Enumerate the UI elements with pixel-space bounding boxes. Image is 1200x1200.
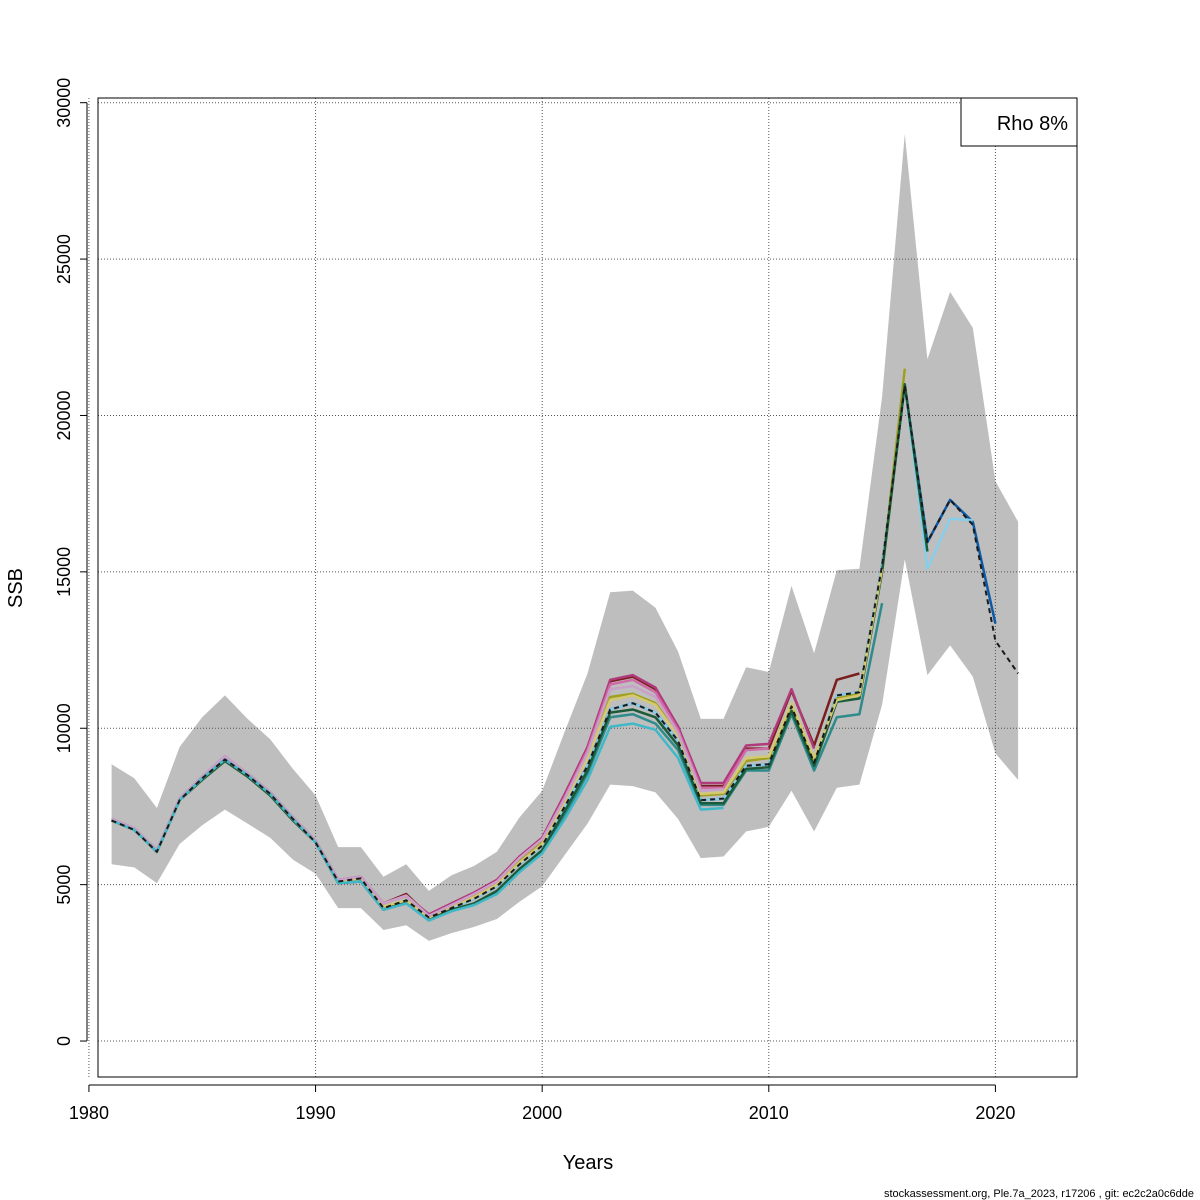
confidence-band-layer: [111, 134, 1019, 941]
x-tick-label-2020: 2020: [975, 1103, 1015, 1123]
plot-frame: [97, 97, 1078, 1078]
y-tick-label-10000: 10000: [54, 703, 74, 753]
axis-layer: 1980 1990 2000 2010 2020 0 5000 10000 15000 20000…: [54, 78, 1015, 1123]
x-tick-label-2000: 2000: [522, 1103, 562, 1123]
legend-frame: [960, 97, 1078, 147]
x-tick-label-1990: 1990: [296, 1103, 336, 1123]
y-tick-label-5000: 5000: [54, 865, 74, 905]
confidence-band: [111, 134, 1019, 941]
legend-rho-text: Rho 8%: [997, 113, 1068, 135]
y-tick-label-25000: 25000: [54, 234, 74, 284]
y-tick-label-15000: 15000: [54, 547, 74, 597]
series-line-12: [111, 722, 724, 922]
series-layer: [111, 368, 1019, 922]
series-line-11: [111, 684, 724, 918]
y-axis-title: SSB: [5, 568, 27, 608]
footer-credit: stockassessment.org, Ple.7a_2023, r17206…: [884, 1188, 1194, 1200]
x-tick-label-1980: 1980: [69, 1103, 109, 1123]
y-tick-label-30000: 30000: [54, 78, 74, 128]
x-tick-label-2010: 2010: [749, 1103, 789, 1123]
y-tick-label-0: 0: [54, 1036, 74, 1046]
grid-layer: [88, 98, 1077, 1077]
series-line-1: [111, 384, 1019, 919]
x-axis-title: Years: [563, 1152, 613, 1174]
y-tick-label-20000: 20000: [54, 390, 74, 440]
legend-box: Rho 8%: [960, 97, 1078, 147]
